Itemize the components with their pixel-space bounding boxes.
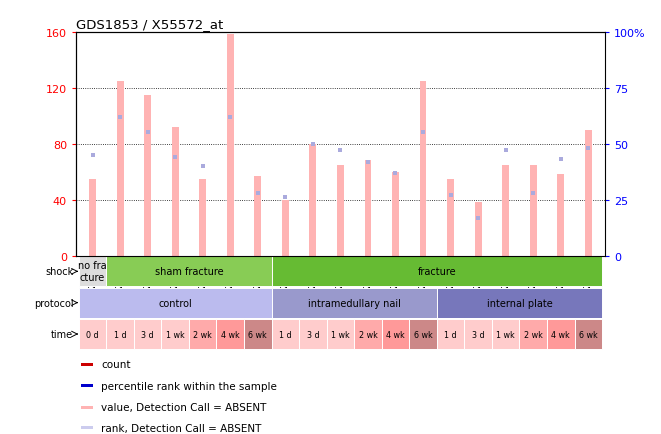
Bar [437, 319, 464, 349]
Text: no fra
cture: no fra cture [78, 261, 107, 283]
Text: 2 wk: 2 wk [358, 330, 377, 339]
Text: sham fracture: sham fracture [155, 266, 223, 276]
Bar [81, 426, 93, 429]
Text: fracture: fracture [418, 266, 456, 276]
Bar [437, 288, 602, 318]
Text: 0 d: 0 d [86, 330, 99, 339]
Bar [585, 130, 592, 256]
Text: protocol: protocol [34, 298, 73, 308]
Text: 2 wk: 2 wk [524, 330, 543, 339]
Bar [557, 175, 564, 256]
Bar [244, 319, 272, 349]
Bar [447, 179, 454, 256]
Bar [354, 319, 382, 349]
Text: 1 d: 1 d [444, 330, 457, 339]
Text: 4 wk: 4 wk [551, 330, 570, 339]
Bar [81, 363, 93, 366]
Bar [272, 256, 602, 287]
Bar [420, 82, 426, 256]
Bar [520, 319, 547, 349]
Text: 3 d: 3 d [472, 330, 485, 339]
Bar [161, 319, 189, 349]
Text: internal plate: internal plate [486, 298, 553, 308]
Bar [309, 144, 317, 256]
Bar [299, 319, 327, 349]
Bar [116, 82, 124, 256]
Text: control: control [158, 298, 192, 308]
Bar [172, 128, 178, 256]
Bar [79, 288, 272, 318]
Text: 4 wk: 4 wk [221, 330, 240, 339]
Text: percentile rank within the sample: percentile rank within the sample [101, 381, 277, 391]
Text: rank, Detection Call = ABSENT: rank, Detection Call = ABSENT [101, 423, 262, 433]
Bar [79, 319, 106, 349]
Bar [529, 165, 537, 256]
Bar [327, 319, 354, 349]
Bar [254, 176, 261, 256]
Text: 2 wk: 2 wk [193, 330, 212, 339]
Bar [106, 256, 272, 287]
Bar [382, 319, 409, 349]
Bar [199, 179, 206, 256]
Text: 1 d: 1 d [114, 330, 126, 339]
Bar [337, 165, 344, 256]
Bar [144, 95, 151, 256]
Bar [464, 319, 492, 349]
Text: 3 d: 3 d [307, 330, 319, 339]
Text: value, Detection Call = ABSENT: value, Detection Call = ABSENT [101, 402, 267, 412]
Bar [81, 406, 93, 409]
Bar [364, 161, 371, 256]
Bar [475, 203, 482, 256]
Bar [81, 385, 93, 388]
Bar [392, 172, 399, 256]
Bar [574, 319, 602, 349]
Bar [502, 165, 509, 256]
Text: 1 wk: 1 wk [496, 330, 515, 339]
Bar [189, 319, 217, 349]
Bar [547, 319, 574, 349]
Bar [89, 179, 96, 256]
Bar [492, 319, 520, 349]
Bar [227, 35, 234, 256]
Text: 3 d: 3 d [141, 330, 154, 339]
Bar [106, 319, 134, 349]
Text: 6 wk: 6 wk [249, 330, 267, 339]
Text: 1 wk: 1 wk [331, 330, 350, 339]
Bar [409, 319, 437, 349]
Text: time: time [51, 329, 73, 339]
Bar [272, 288, 437, 318]
Text: 1 wk: 1 wk [166, 330, 184, 339]
Text: 4 wk: 4 wk [386, 330, 405, 339]
Bar [79, 256, 106, 287]
Bar [134, 319, 161, 349]
Text: GDS1853 / X55572_at: GDS1853 / X55572_at [76, 18, 223, 31]
Text: shock: shock [45, 266, 73, 276]
Bar [272, 319, 299, 349]
Text: intramedullary nail: intramedullary nail [308, 298, 401, 308]
Text: 6 wk: 6 wk [579, 330, 598, 339]
Text: count: count [101, 360, 131, 370]
Text: 6 wk: 6 wk [414, 330, 432, 339]
Bar [282, 200, 289, 256]
Text: 1 d: 1 d [279, 330, 292, 339]
Bar [217, 319, 244, 349]
